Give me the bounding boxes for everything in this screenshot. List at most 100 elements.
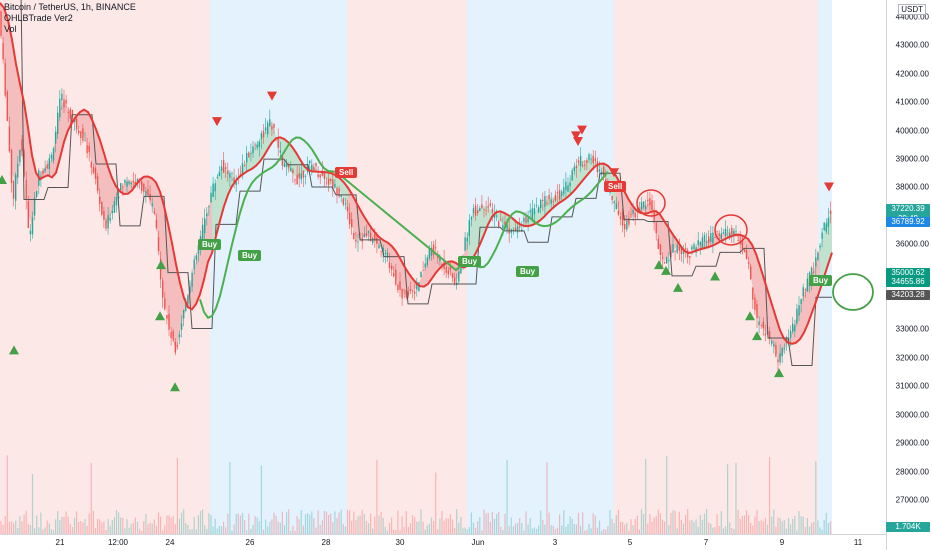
cloud-segment — [276, 136, 280, 151]
candle-body — [558, 190, 561, 200]
volume-bar — [57, 511, 59, 534]
candle-body — [491, 208, 494, 213]
volume-bar — [281, 511, 283, 534]
candle-body — [729, 233, 731, 237]
candle-body — [187, 295, 189, 304]
volume-bar — [609, 510, 611, 534]
volume-bar — [134, 517, 136, 534]
candle-body — [516, 226, 519, 233]
volume-bar — [105, 529, 107, 534]
candle-body — [317, 174, 319, 177]
cloud-segment — [420, 269, 424, 287]
sell-triangle-icon — [573, 137, 583, 147]
volume-bar — [42, 529, 44, 534]
time-axis[interactable]: 21 12:00 24 26 28 30 Jun 3 5 7 9 11 — [0, 534, 886, 551]
volume-bar — [315, 527, 317, 534]
volume-bar — [193, 517, 195, 534]
volume-bar — [59, 520, 61, 534]
volume-bar — [624, 524, 626, 534]
candle-body — [716, 231, 718, 233]
candle-body — [42, 170, 44, 174]
volume-bar — [701, 520, 703, 534]
volume-bar — [277, 521, 279, 534]
cloud-segment — [824, 219, 828, 278]
candle-body — [397, 284, 399, 291]
volume-bar — [103, 521, 105, 534]
time-tick-label: 28 — [321, 538, 331, 547]
currency-label[interactable]: USDT — [898, 4, 926, 15]
cloud-segment — [340, 178, 344, 200]
volume-bar — [470, 512, 472, 534]
volume-bar — [160, 516, 162, 534]
candle-body — [153, 211, 155, 214]
volume-bar — [422, 521, 424, 534]
volume-bar — [25, 510, 27, 534]
volume-bar — [525, 511, 527, 534]
candle-body — [136, 179, 139, 183]
candle-body — [628, 218, 630, 225]
volume-bar — [313, 518, 315, 534]
volume-bar — [258, 521, 260, 534]
volume-bar — [575, 524, 577, 534]
candle-body — [145, 191, 147, 196]
volume-bar — [183, 509, 185, 534]
volume-bar — [550, 525, 552, 534]
price-chart[interactable] — [0, 0, 886, 534]
cloud-segment — [808, 273, 812, 324]
candle-body — [300, 173, 302, 180]
chart-area[interactable]: Bitcoin / TetherUS, 1h, BINANCE OHLBTrad… — [0, 0, 886, 534]
candle-body — [460, 267, 462, 274]
volume-bar — [596, 527, 598, 534]
volume-bar — [4, 516, 6, 534]
candle-body — [283, 163, 286, 168]
cloud-segment — [100, 140, 104, 220]
candle-body — [582, 165, 584, 167]
cloud-segment — [144, 176, 148, 197]
volume-bar — [418, 521, 420, 534]
candle-body — [271, 126, 273, 130]
volume-bar — [241, 512, 244, 534]
candle-body — [248, 152, 250, 158]
volume-bar — [794, 516, 796, 534]
volume-bar — [535, 528, 538, 534]
candle-body — [218, 171, 221, 177]
volume-bar — [655, 515, 657, 534]
volume-bar — [172, 516, 174, 534]
volume-bar — [762, 521, 764, 534]
volume-bar — [714, 526, 716, 534]
candle-body — [661, 257, 664, 259]
candle-body — [206, 213, 208, 217]
volume-bar — [630, 519, 632, 534]
volume-bar — [208, 513, 210, 534]
volume-bar — [397, 510, 399, 534]
candle-body — [288, 165, 290, 168]
volume-bar — [267, 526, 269, 534]
chart-legend[interactable]: Bitcoin / TetherUS, 1h, BINANCE OHLBTrad… — [4, 2, 136, 35]
candle-body — [624, 223, 626, 230]
candle-body — [487, 206, 489, 208]
candle-body — [78, 130, 80, 134]
volume-bar — [605, 529, 607, 534]
candle-body — [535, 205, 538, 207]
cloud-segment — [16, 64, 20, 186]
volume-bar — [754, 516, 756, 534]
buy-triangle-icon — [155, 311, 165, 321]
candle-body — [65, 99, 67, 104]
candle-body — [794, 324, 796, 332]
candle-body — [290, 167, 292, 172]
candle-body — [498, 221, 500, 227]
buy-triangle-icon — [0, 174, 7, 184]
volume-tag: 1.704K — [886, 522, 930, 532]
volume-bar — [687, 509, 689, 534]
price-tick-label: 44000.00 — [895, 12, 929, 22]
volume-bar — [441, 511, 443, 534]
volume-bar — [668, 525, 670, 534]
candle-body — [52, 148, 55, 161]
cloud-segment — [752, 244, 756, 309]
candle-body — [27, 201, 29, 229]
candle-body — [96, 176, 99, 191]
candle-body — [151, 203, 153, 207]
candle-body — [752, 287, 754, 300]
volume-bar — [808, 526, 811, 534]
volume-bar — [571, 518, 573, 534]
